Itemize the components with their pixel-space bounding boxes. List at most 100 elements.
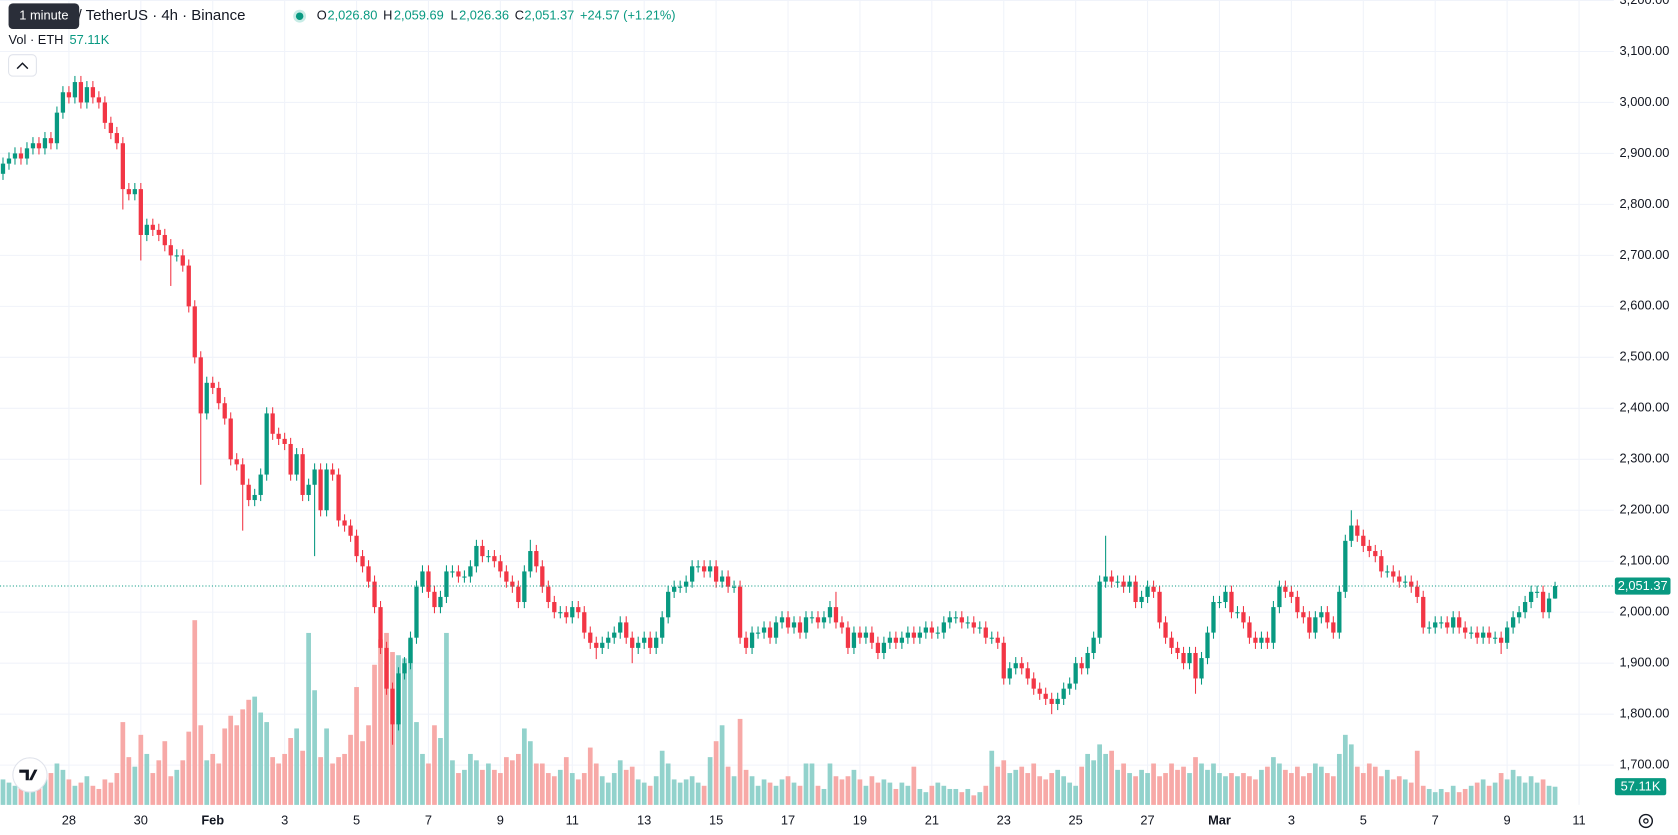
candle-body — [1487, 632, 1492, 638]
volume-last-box — [1614, 778, 1667, 796]
candle-body — [1265, 637, 1270, 643]
volume-bar — [480, 769, 485, 805]
last-price-label: 2,051.37 — [1618, 578, 1668, 593]
candle-body — [875, 642, 881, 653]
candle-body — [552, 602, 557, 613]
candle-body — [851, 632, 857, 648]
volume-bar — [857, 779, 863, 805]
candle-body — [857, 632, 863, 638]
volume-bar — [1061, 776, 1067, 805]
volume-bar — [444, 632, 449, 805]
candle-body — [666, 591, 671, 618]
volume-bar — [1187, 773, 1192, 805]
volume-bar — [1528, 776, 1534, 805]
volume-bar — [689, 776, 695, 805]
candle-body — [689, 566, 695, 582]
x-tick-label: 21 — [925, 812, 939, 827]
volume-bar — [294, 728, 299, 805]
volume-bar — [761, 779, 767, 805]
volume-bar — [234, 725, 240, 805]
candle-body — [1409, 581, 1414, 587]
candle-body — [1546, 598, 1552, 613]
candle-body — [444, 571, 449, 597]
candle-body — [1091, 637, 1096, 653]
volume-bar — [1522, 782, 1528, 805]
candle-body — [612, 632, 617, 638]
candle-body — [707, 566, 713, 572]
volume-bar — [923, 792, 929, 805]
candle-body — [1025, 668, 1030, 679]
candle-body — [1481, 632, 1486, 638]
volume-bar — [1133, 776, 1138, 805]
candle-body — [468, 566, 473, 577]
volume-bar — [168, 776, 174, 805]
volume-bar — [1157, 776, 1162, 805]
volume-bar — [498, 773, 503, 805]
candle-body — [881, 642, 887, 653]
settings-button[interactable] — [1638, 813, 1654, 829]
y-tick-label: 2,400.00 — [1620, 400, 1670, 415]
volume-bar — [210, 753, 216, 805]
ohlc-value: 2,051.37 — [524, 8, 574, 23]
volume-bar — [1396, 776, 1402, 805]
candle-body — [84, 87, 90, 103]
volume-bar — [617, 760, 623, 805]
volume-bar — [1199, 763, 1204, 805]
candle-body — [1385, 571, 1390, 573]
volume-bar — [665, 763, 671, 805]
candle-body — [1205, 632, 1210, 659]
volume-bar — [144, 753, 150, 805]
volume-bar — [486, 763, 491, 805]
y-tick-label: 2,100.00 — [1620, 553, 1670, 568]
candle-body — [132, 189, 137, 195]
candle-body — [318, 469, 323, 511]
volume-bar — [228, 715, 234, 805]
candle-body — [678, 586, 683, 588]
volume-bar — [557, 769, 563, 805]
volume-bar — [192, 620, 198, 805]
volume-bar — [1474, 782, 1480, 805]
volume-bar — [126, 757, 132, 805]
candle-body — [186, 265, 191, 307]
collapse-button[interactable] — [8, 54, 37, 77]
volume-bar — [797, 785, 803, 805]
candle-body — [1433, 622, 1438, 628]
candle-body — [887, 637, 893, 643]
candle-body — [1295, 596, 1300, 613]
volume-bar — [6, 782, 12, 805]
candle-body — [636, 642, 641, 648]
candle-body — [402, 663, 407, 674]
market-status-dot — [295, 12, 304, 20]
volume-bar — [1229, 773, 1234, 805]
candle-body — [630, 637, 635, 648]
candle-body — [1463, 627, 1468, 633]
x-tick-label: 23 — [997, 812, 1011, 827]
candle-body — [540, 566, 545, 587]
volume-bar — [815, 785, 821, 805]
volume-bar — [749, 776, 755, 805]
candle-body — [695, 566, 701, 568]
candle-body — [725, 576, 731, 587]
volume-bar — [791, 782, 797, 805]
volume-bar — [929, 785, 935, 805]
logo[interactable] — [12, 757, 48, 793]
volume-bar — [737, 718, 743, 805]
candle-body — [510, 581, 515, 587]
candle-body — [1097, 581, 1102, 638]
candle-body — [833, 607, 839, 623]
candle-body — [1277, 586, 1282, 608]
volume-bar — [677, 782, 683, 805]
volume-bar — [78, 782, 84, 805]
volume-bar — [252, 696, 258, 805]
candle-body — [1055, 698, 1060, 704]
candle-body — [102, 102, 108, 123]
ohlc-letter: C — [515, 8, 524, 23]
volume-bar — [372, 664, 377, 805]
candle-body — [654, 637, 659, 648]
candle-body — [1307, 617, 1312, 633]
volume-bar — [1241, 773, 1246, 805]
volume-bar — [1366, 763, 1372, 805]
volume-bar — [629, 766, 635, 805]
candle-body — [198, 357, 203, 414]
candle-body — [1421, 596, 1426, 628]
